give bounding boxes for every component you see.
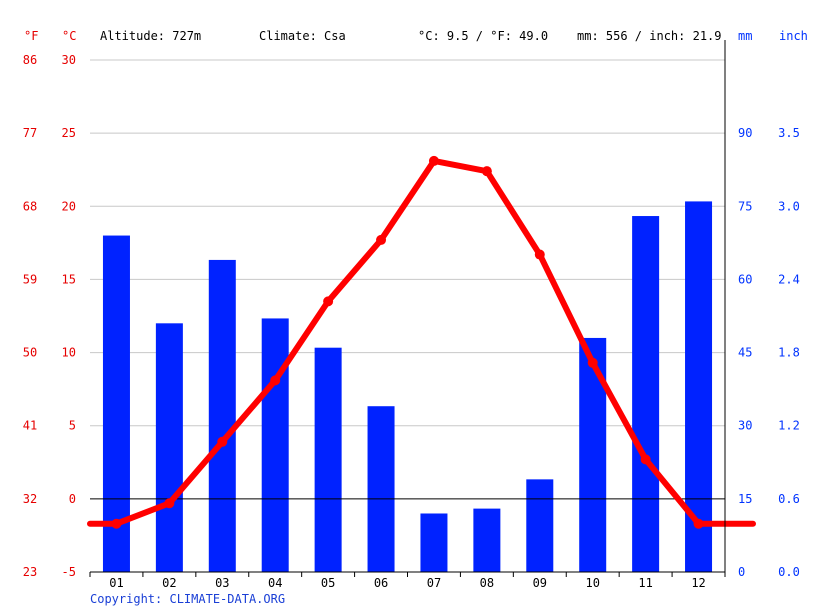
temperature-polyline: [87, 157, 756, 527]
x-tick-label: 04: [268, 576, 282, 590]
climate-text: Climate: Csa: [259, 29, 346, 43]
precip-bar: [632, 216, 660, 573]
precipitation-bars: [102, 201, 713, 573]
altitude-text: Altitude: 727m: [100, 29, 201, 43]
y-tick-label-f: 77: [23, 126, 37, 140]
x-tick-label: 12: [691, 576, 705, 590]
y-tick-label-c: 30: [62, 53, 76, 67]
x-tick-label: 08: [480, 576, 494, 590]
temperature-point: [270, 375, 281, 386]
y-tick-label-inch: 2.4: [778, 272, 800, 286]
y-tick-label-inch: 1.2: [778, 419, 800, 433]
y-tick-label-f: 23: [23, 565, 37, 579]
temperature-point: [111, 518, 122, 529]
x-tick-label: 10: [585, 576, 599, 590]
copyright-text: Copyright: CLIMATE-DATA.ORG: [90, 592, 285, 606]
temperature-point: [428, 155, 439, 166]
temp-average-text: °C: 9.5 / °F: 49.0: [418, 29, 548, 43]
y-tick-label-c: 15: [62, 272, 76, 286]
y-tick-label-c: 25: [62, 126, 76, 140]
y-tick-label-inch: 1.8: [778, 346, 800, 360]
y-tick-label-c: -5: [62, 565, 76, 579]
y-tick-label-inch: 3.5: [778, 126, 800, 140]
precip-bar: [102, 235, 130, 573]
precip-bar: [579, 337, 607, 572]
temperature-point: [587, 357, 598, 368]
temperature-point: [534, 249, 545, 260]
unit-c-label: °C: [62, 29, 76, 43]
y-tick-label-c: 20: [62, 199, 76, 213]
y-tick-label-c: 0: [69, 492, 76, 506]
y-tick-label-f: 32: [23, 492, 37, 506]
grid-lines: [90, 59, 725, 427]
axes: [89, 40, 726, 577]
y-tick-label-f: 59: [23, 272, 37, 286]
precip-bar: [208, 259, 236, 572]
y-tick-label-c: 10: [62, 346, 76, 360]
x-tick-label: 11: [638, 576, 652, 590]
unit-inch-label: inch: [779, 29, 808, 43]
y-tick-label-inch: 3.0: [778, 199, 800, 213]
unit-f-label: °F: [24, 29, 38, 43]
tick-labels: 01 02 03 04 05 06 07 08 09 10 11 12 -5 23 0 32 5 41 10 50 15…: [23, 53, 800, 590]
y-tick-label-c: 5: [69, 419, 76, 433]
temperature-point: [693, 518, 704, 529]
y-tick-label-inch: 0.0: [778, 565, 800, 579]
x-tick-label: 05: [321, 576, 335, 590]
precip-bar: [155, 323, 183, 572]
y-tick-label-mm: 15: [738, 492, 752, 506]
precip-bar: [526, 479, 554, 572]
y-tick-label-f: 41: [23, 419, 37, 433]
precip-bar: [473, 508, 501, 572]
precip-bar: [314, 347, 342, 572]
x-tick-label: 09: [533, 576, 547, 590]
temperature-point: [376, 234, 387, 245]
y-tick-label-mm: 60: [738, 272, 752, 286]
temperature-point: [640, 454, 651, 465]
x-tick-label: 03: [215, 576, 229, 590]
x-tick-label: 06: [374, 576, 388, 590]
y-tick-label-f: 50: [23, 346, 37, 360]
temperature-point: [217, 436, 228, 447]
precip-bar: [367, 406, 395, 572]
temperature-line: [87, 155, 756, 529]
unit-mm-label: mm: [738, 29, 752, 43]
precip-bar: [420, 513, 448, 572]
temperature-point: [323, 296, 334, 307]
x-tick-label: 02: [162, 576, 176, 590]
y-tick-label-mm: 75: [738, 199, 752, 213]
y-tick-label-mm: 0: [738, 565, 745, 579]
precip-total-text: mm: 556 / inch: 21.9: [577, 29, 722, 43]
y-tick-label-f: 86: [23, 53, 37, 67]
temperature-point: [481, 166, 492, 177]
y-tick-label-mm: 45: [738, 346, 752, 360]
y-tick-label-f: 68: [23, 199, 37, 213]
y-tick-label-mm: 90: [738, 126, 752, 140]
y-tick-label-inch: 0.6: [778, 492, 800, 506]
x-tick-label: 01: [109, 576, 123, 590]
temperature-point: [164, 498, 175, 509]
x-tick-label: 07: [427, 576, 441, 590]
precip-bar: [261, 318, 289, 572]
y-tick-label-mm: 30: [738, 419, 752, 433]
